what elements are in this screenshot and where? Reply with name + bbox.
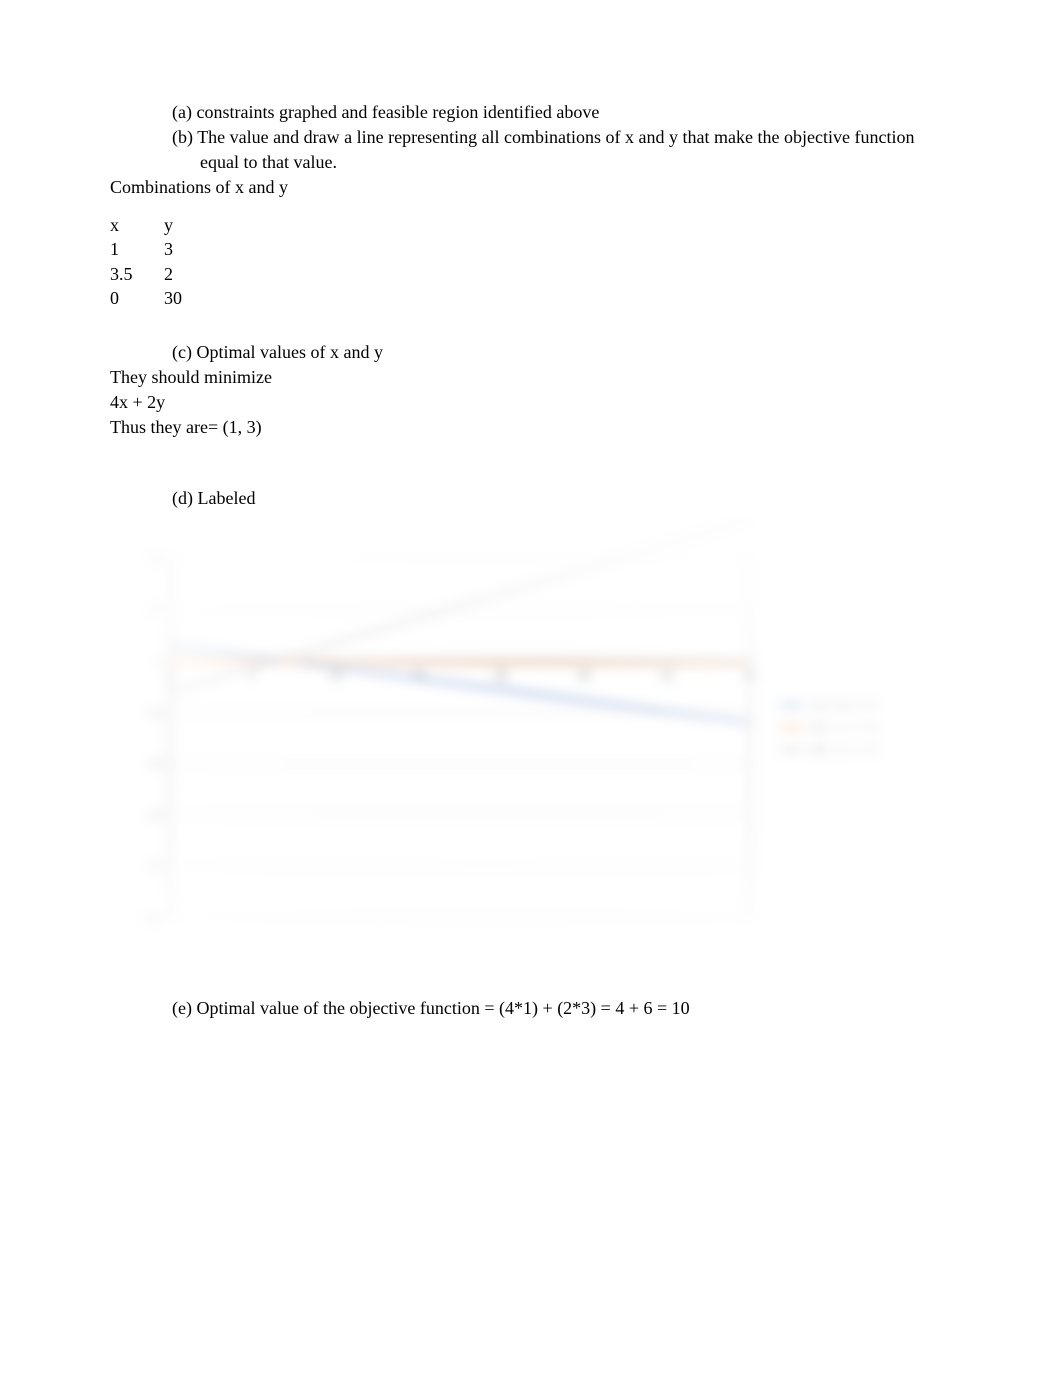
text-e: Optimal value of the objective function … (196, 998, 689, 1018)
svg-text:-40: -40 (146, 759, 162, 771)
svg-text:0: 0 (156, 656, 162, 668)
svg-text:30: 30 (661, 670, 673, 682)
combinations-label: Combinations of x and y (110, 175, 952, 199)
text-d: Labeled (198, 488, 256, 508)
table-cell: 3 (164, 237, 194, 261)
svg-text:15: 15 (412, 670, 424, 682)
svg-text:12x+14y>=85: 12x+14y>=85 (810, 700, 877, 712)
svg-text:-100: -100 (140, 913, 162, 925)
xy-table: x y 1 3 3.5 2 0 30 (110, 213, 952, 310)
svg-text:5: 5 (250, 670, 256, 682)
text-c-line: Thus they are= (1, 3) (110, 415, 952, 439)
svg-text:x00 + y >= 00: x00 + y >= 00 (810, 744, 877, 756)
label-b: (b) (172, 127, 193, 147)
label-e: (e) (172, 998, 192, 1018)
text-c-line: 4x + 2y (110, 390, 952, 414)
label-a: (a) (172, 102, 192, 122)
svg-text:10: 10 (330, 670, 342, 682)
item-c: (c) Optimal values of x and y (172, 340, 952, 364)
item-b: (b) The value and draw a line representi… (172, 125, 952, 174)
table-row: 0 30 (110, 286, 952, 310)
item-a: (a) constraints graphed and feasible reg… (172, 100, 952, 124)
table-header-x: x (110, 213, 140, 237)
table-header-y: y (164, 213, 194, 237)
table-cell: 2 (164, 262, 194, 286)
svg-text:40: 40 (150, 553, 162, 565)
table-cell: 3.5 (110, 262, 140, 286)
table-row: 3.5 2 (110, 262, 952, 286)
svg-text:-60: -60 (146, 810, 162, 822)
text-a: constraints graphed and feasible region … (196, 102, 599, 122)
chart-svg: -100-80-60-40-20020400510152025303512x+1… (110, 518, 950, 958)
table-row: 1 3 (110, 237, 952, 261)
text-c: Optimal values of x and y (196, 342, 382, 362)
item-d: (d) Labeled (172, 486, 952, 510)
chart: -100-80-60-40-20020400510152025303512x+1… (110, 518, 950, 958)
svg-text:25: 25 (578, 670, 590, 682)
text-c-line: They should minimize (110, 365, 952, 389)
table-cell: 0 (110, 286, 140, 310)
item-e: (e) Optimal value of the objective funct… (172, 996, 952, 1020)
label-d: (d) (172, 488, 193, 508)
label-c: (c) (172, 342, 192, 362)
svg-text:x00 + y >= 00: x00 + y >= 00 (810, 722, 877, 734)
text-b: The value and draw a line representing a… (197, 127, 914, 171)
svg-text:-20: -20 (146, 707, 162, 719)
table-cell: 1 (110, 237, 140, 261)
table-header-row: x y (110, 213, 952, 237)
table-cell: 30 (164, 286, 194, 310)
svg-text:-80: -80 (146, 861, 162, 873)
svg-text:35: 35 (744, 670, 756, 682)
svg-text:20: 20 (495, 670, 507, 682)
svg-text:20: 20 (150, 604, 162, 616)
